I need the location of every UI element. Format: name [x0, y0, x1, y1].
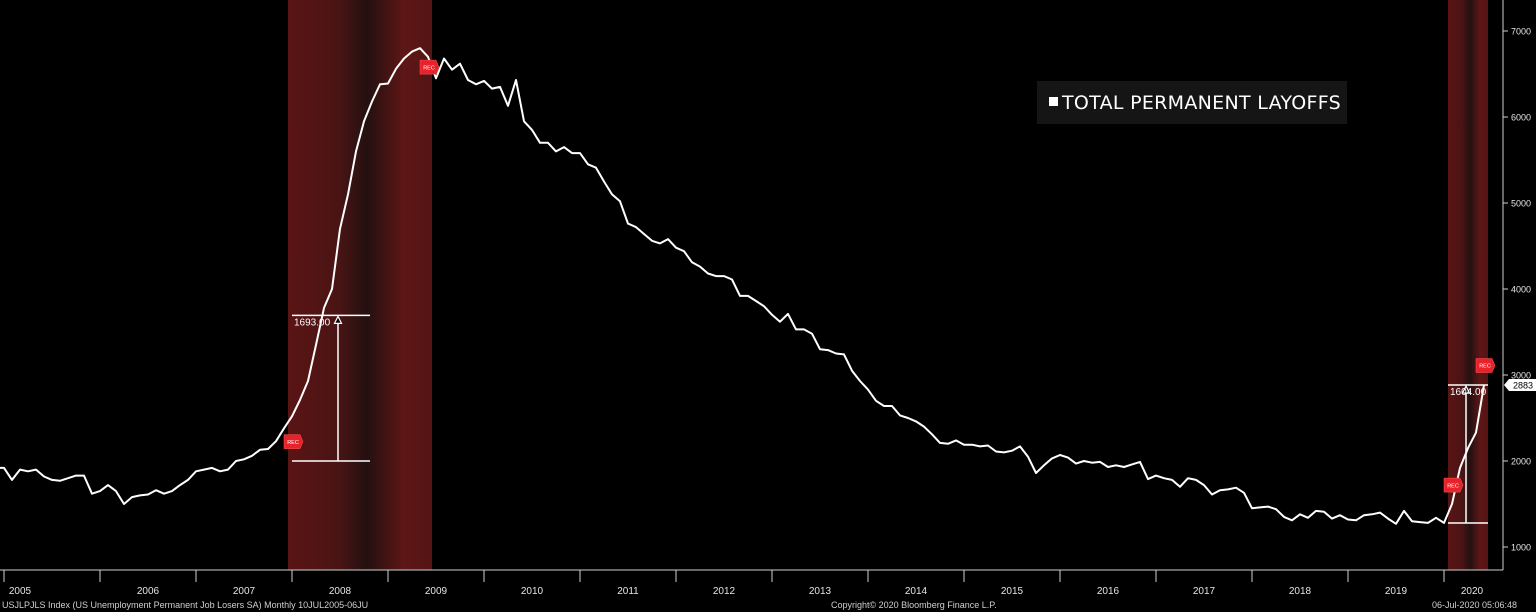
annotation-label: 1693.00	[294, 317, 331, 328]
footer-security-description: USJLPJLS Index (US Unemployment Permanen…	[2, 600, 369, 610]
x-tick-label: 2016	[1097, 586, 1120, 597]
x-tick-label: 2014	[905, 586, 928, 597]
rec-marker: REC	[1443, 477, 1464, 493]
x-tick-label: 2013	[809, 586, 832, 597]
x-tick-label: 2011	[617, 586, 639, 597]
rec-marker: REC	[283, 434, 304, 449]
x-tick-label: 2017	[1193, 586, 1216, 597]
y-tick-label: 5000	[1511, 199, 1531, 209]
last-value-tag: 2883	[1504, 379, 1536, 392]
rec-marker-shape	[419, 59, 440, 75]
chart-legend: TOTAL PERMANENT LAYOFFS	[1037, 81, 1347, 124]
rec-marker: REC	[1475, 358, 1496, 373]
legend-label: TOTAL PERMANENT LAYOFFS	[1062, 91, 1341, 114]
x-tick-label: 2010	[521, 586, 544, 597]
footer-timestamp: 06-Jul-2020 05:06:48	[1432, 600, 1518, 610]
y-tick-label: 6000	[1511, 113, 1531, 123]
annotation-arrow	[1461, 384, 1471, 394]
series-line	[0, 47, 1485, 525]
recession-band	[288, 0, 432, 570]
y-tick-label: 1000	[1511, 543, 1531, 553]
x-tick-label: 2008	[329, 586, 352, 597]
recession-band	[1448, 0, 1488, 570]
rec-marker-shape	[283, 434, 304, 449]
x-tick-label: 2019	[1385, 586, 1408, 597]
rec-marker-label: REC	[423, 65, 435, 71]
y-tick-label: 3000	[1511, 371, 1531, 381]
rec-marker-shape	[1443, 477, 1464, 493]
rec-marker: REC	[419, 59, 440, 75]
x-tick-label: 2018	[1289, 586, 1312, 597]
y-tick-label: 7000	[1511, 27, 1531, 37]
x-tick-label: 2005	[9, 586, 32, 597]
rec-marker-shape	[1475, 358, 1496, 373]
annotation-arrow	[333, 315, 343, 325]
rec-marker-label: REC	[287, 440, 299, 446]
x-tick-label: 2006	[137, 586, 160, 597]
last-value-tag-shape	[1504, 379, 1536, 392]
rec-marker-label: REC	[1447, 483, 1459, 489]
footer-copyright: Copyright© 2020 Bloomberg Finance L.P.	[831, 600, 997, 610]
x-tick-label: 2009	[425, 586, 448, 597]
legend-swatch	[1049, 97, 1058, 106]
x-tick-label: 2020	[1461, 586, 1484, 597]
annotation-label: 1604.00	[1450, 387, 1487, 398]
rec-marker-label: REC	[1479, 364, 1491, 370]
x-tick-label: 2015	[1001, 586, 1024, 597]
x-tick-label: 2012	[713, 586, 736, 597]
last-value-label: 2883	[1513, 381, 1533, 391]
x-tick-label: 2007	[233, 586, 256, 597]
y-tick-label: 4000	[1511, 285, 1531, 295]
y-tick-label: 2000	[1511, 457, 1531, 467]
